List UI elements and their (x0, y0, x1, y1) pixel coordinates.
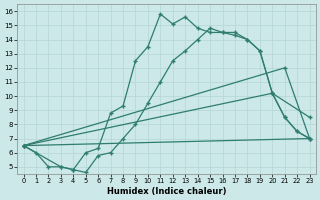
X-axis label: Humidex (Indice chaleur): Humidex (Indice chaleur) (107, 187, 226, 196)
